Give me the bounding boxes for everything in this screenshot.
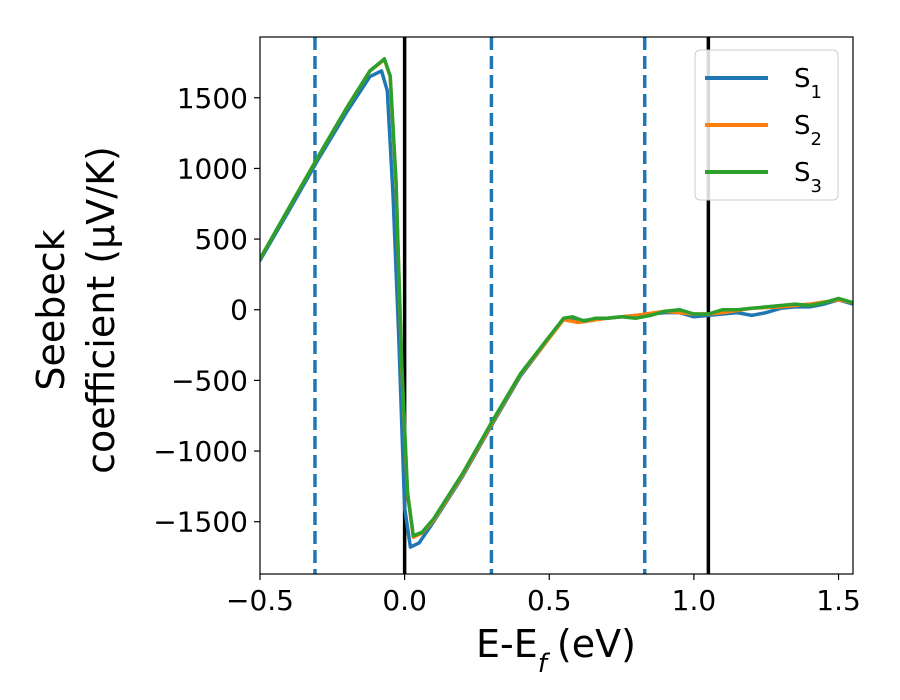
x-tick-label-2: 0.5	[527, 584, 572, 617]
y-axis: −1500 −1000 −500 0 500 1000 1500	[153, 82, 260, 539]
y-tick-label-6: 1500	[177, 82, 248, 115]
y-tick-label-3: 0	[230, 294, 248, 327]
legend-label-S1: S1	[794, 64, 822, 103]
y-axis-title-line2: coefficient (μV/K)	[79, 146, 123, 474]
y-tick-label-1: −1000	[153, 435, 248, 468]
y-tick-label-0: −1500	[153, 506, 248, 539]
legend-label-S3: S3	[794, 158, 822, 197]
vertical-reference-lines	[313, 37, 711, 574]
x-tick-label-1: 0.0	[382, 584, 427, 617]
x-axis-title: E-Ef (eV)	[476, 622, 636, 679]
y-axis-title-line1: Seebeck	[29, 229, 73, 390]
series-line-S3	[260, 57, 853, 538]
legend: S1 S2 S3	[694, 49, 839, 201]
legend-label-S2: S2	[794, 111, 822, 150]
plot-frame	[259, 36, 854, 575]
x-tick-label-0: −0.5	[226, 584, 294, 617]
y-tick-label-2: −500	[171, 364, 248, 397]
x-tick-label-4: 1.5	[816, 584, 861, 617]
y-tick-label-5: 1000	[177, 152, 248, 185]
y-axis-title: Seebeck coefficient (μV/K)	[29, 146, 123, 474]
y-tick-label-4: 500	[195, 223, 248, 256]
x-tick-label-3: 1.0	[672, 584, 717, 617]
series-lines	[260, 57, 853, 549]
x-axis: −0.5 0.0 0.5 1.0 1.5	[226, 574, 861, 617]
